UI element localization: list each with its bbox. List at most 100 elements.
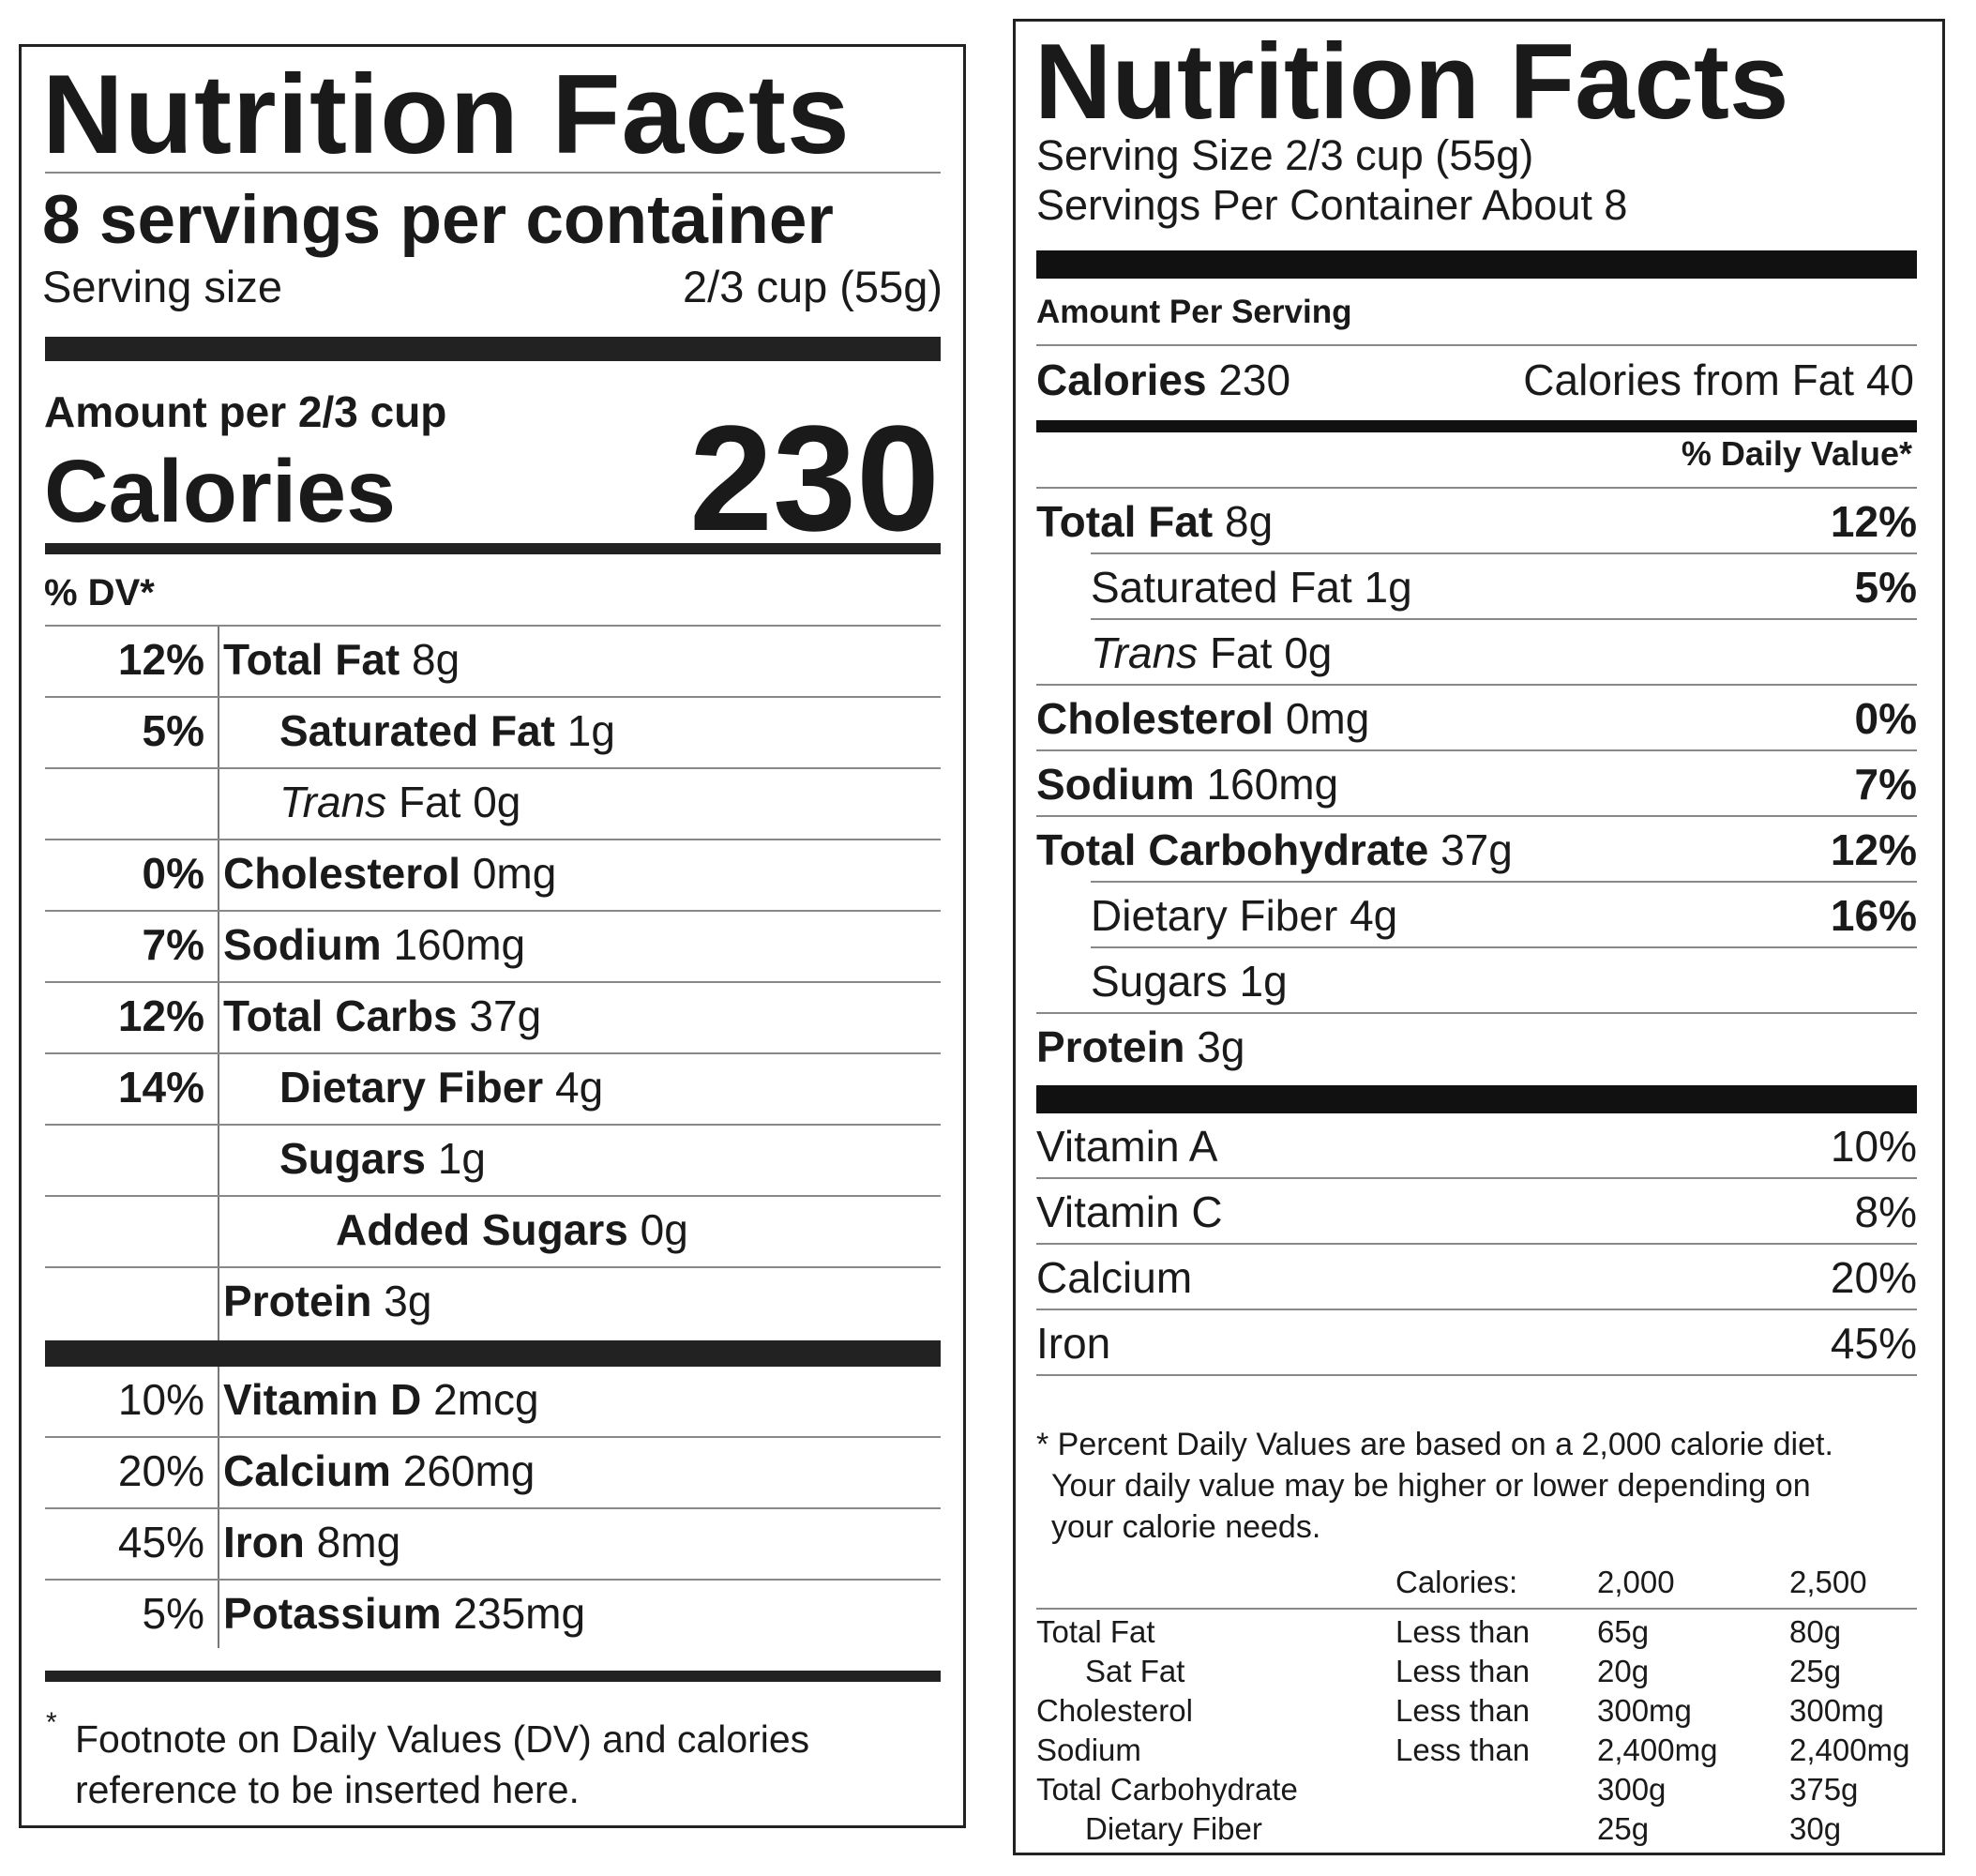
new-nutrition-label: Nutrition Facts 8 servings per container…	[19, 44, 966, 1828]
servings-per-container: 8 servings per container	[42, 182, 834, 258]
vitamin-value: 10%	[1830, 1122, 1917, 1171]
vitamin-name: Iron	[223, 1518, 305, 1566]
vitamin-text: Vitamin D 2mcg	[223, 1374, 539, 1425]
table-cell: Less than	[1395, 1654, 1531, 1688]
table-cell: 65g	[1597, 1614, 1650, 1649]
nutrient-amount: 4g	[1337, 891, 1398, 940]
dv-percent: 12%	[1830, 497, 1917, 546]
amount-per-serving: Amount Per Serving	[1036, 294, 1352, 330]
nutrient-row: Saturated Fat 1g 5%	[1036, 554, 1917, 620]
table-cell: Less than	[1395, 1614, 1531, 1649]
nutrient-name: Sugars	[1091, 957, 1228, 1006]
nutrient-row: 7% Sodium 160mg	[45, 912, 941, 983]
nutrient-text: Dietary Fiber 4g	[1091, 890, 1397, 941]
row-divider	[45, 1266, 941, 1268]
calories-label: Calories	[1036, 356, 1207, 404]
row-divider	[1036, 1012, 1917, 1014]
row-divider	[1091, 552, 1917, 554]
medium-divider	[1036, 420, 1917, 432]
nutrient-text: Total Fat 8g	[223, 634, 460, 685]
nutrient-row: 0% Cholesterol 0mg	[45, 840, 941, 912]
nutrient-text: Trans Fat 0g	[279, 777, 520, 827]
vitamin-name: Vitamin C	[1036, 1188, 1223, 1236]
table-cell: Total Fat	[1036, 1614, 1155, 1649]
row-divider	[1036, 749, 1917, 751]
nutrient-text: Sugars 1g	[1091, 956, 1288, 1006]
nutrient-row: Sodium 160mg 7%	[1036, 751, 1917, 817]
row-divider	[1091, 618, 1917, 620]
nutrient-name: Cholesterol	[1036, 694, 1275, 743]
table-cell: Sat Fat	[1085, 1654, 1185, 1688]
nutrient-amount: 1g	[554, 706, 615, 755]
vitamin-name: Calcium	[1036, 1253, 1193, 1302]
nutrient-text: Saturated Fat 1g	[1091, 562, 1412, 613]
nutrient-text: Total Fat 8g	[1036, 496, 1273, 547]
nutrient-row: Dietary Fiber 4g 16%	[1036, 883, 1917, 948]
label-title: Nutrition Facts	[1034, 23, 1789, 142]
row-divider	[45, 1052, 941, 1054]
footnote: * Percent Daily Values are based on a 2,…	[1036, 1424, 1833, 1548]
nutrient-text: Total Carbs 37g	[223, 991, 541, 1041]
dv-percent: 14%	[117, 1063, 204, 1112]
nutrient-row: Total Fat 8g 12%	[1036, 489, 1917, 554]
dv-percent: 45%	[117, 1518, 204, 1566]
dv-percent: 16%	[1830, 891, 1917, 940]
nutrient-text: Sugars 1g	[279, 1133, 486, 1184]
table-cell: Less than	[1395, 1732, 1531, 1767]
nutrient-name: Protein	[1036, 1022, 1185, 1071]
nutrient-text: Trans Fat 0g	[1091, 628, 1332, 678]
row-divider	[1091, 946, 1917, 948]
nutrient-amount: 1g	[1351, 563, 1412, 612]
footnote-line: Your daily value may be higher or lower …	[1051, 1468, 1811, 1504]
calories-from-fat: Calories from Fat 40	[1523, 356, 1914, 404]
amount-per-serving: Amount per 2/3 cup	[44, 387, 447, 436]
medium-divider	[45, 543, 941, 554]
nutrient-name: Sodium	[1036, 760, 1195, 809]
dv-percent: 0%	[142, 849, 204, 898]
vitamin-value: 20%	[1830, 1253, 1917, 1302]
divider	[1036, 487, 1917, 489]
table-cell: 300mg	[1789, 1693, 1884, 1728]
row-divider	[45, 981, 941, 983]
footnote-asterisk: *	[46, 1707, 57, 1738]
vitamin-value: 8%	[1854, 1188, 1917, 1236]
nutrient-name: Cholesterol	[223, 849, 461, 898]
nutrient-name: Total Carbs	[223, 991, 458, 1040]
nutrient-row: Sugars 1g	[45, 1126, 941, 1197]
serving-size-label: Serving size	[42, 262, 282, 311]
thick-divider	[1036, 1085, 1917, 1113]
nutrient-name: Total Fat	[223, 635, 400, 684]
table-cell: 300g	[1597, 1772, 1667, 1807]
vitamin-row: Iron 45%	[1036, 1310, 1917, 1376]
table-cell: Cholesterol	[1036, 1693, 1193, 1728]
vitamin-amount: 2mcg	[421, 1375, 539, 1424]
footnote: Footnote on Daily Values (DV) and calori…	[75, 1714, 809, 1815]
row-divider	[1036, 684, 1917, 686]
vitamin-name: Potassium	[223, 1589, 442, 1638]
nutrient-amount: 37g	[457, 991, 542, 1040]
nutrient-text: Protein 3g	[223, 1276, 431, 1326]
table-cell: Sodium	[1036, 1732, 1141, 1767]
nutrient-name: Saturated Fat	[279, 706, 555, 755]
calories-value: 230	[689, 394, 940, 562]
row-divider	[45, 696, 941, 698]
nutrient-name: Saturated Fat	[1091, 563, 1352, 612]
dv-header: % Daily Value*	[1681, 434, 1912, 473]
table-header-cell: 2,500	[1789, 1565, 1867, 1599]
old-nutrition-label: Nutrition Facts Serving Size 2/3 cup (55…	[1013, 19, 1945, 1855]
footnote-line: * Percent Daily Values are based on a 2,…	[1036, 1427, 1833, 1462]
nutrient-amount: 160mg	[1194, 760, 1339, 809]
nutrient-amount: 8g	[1213, 497, 1274, 546]
thick-divider	[1036, 250, 1917, 279]
divider	[1036, 344, 1917, 346]
vitamin-row: 45% Iron 8mg	[45, 1509, 941, 1581]
nutrient-row: Protein 3g	[45, 1268, 941, 1339]
nutrient-name: Sodium	[223, 920, 382, 969]
serving-size: Serving Size 2/3 cup (55g)	[1036, 131, 1534, 179]
footnote-line: your calorie needs.	[1051, 1509, 1321, 1545]
nutrient-row: Trans Fat 0g	[1036, 620, 1917, 686]
dv-percent: 20%	[117, 1446, 204, 1495]
nutrient-amount: Fat 0g	[386, 778, 521, 826]
vitamin-text: Iron 8mg	[223, 1517, 400, 1567]
thick-divider	[45, 1340, 941, 1367]
